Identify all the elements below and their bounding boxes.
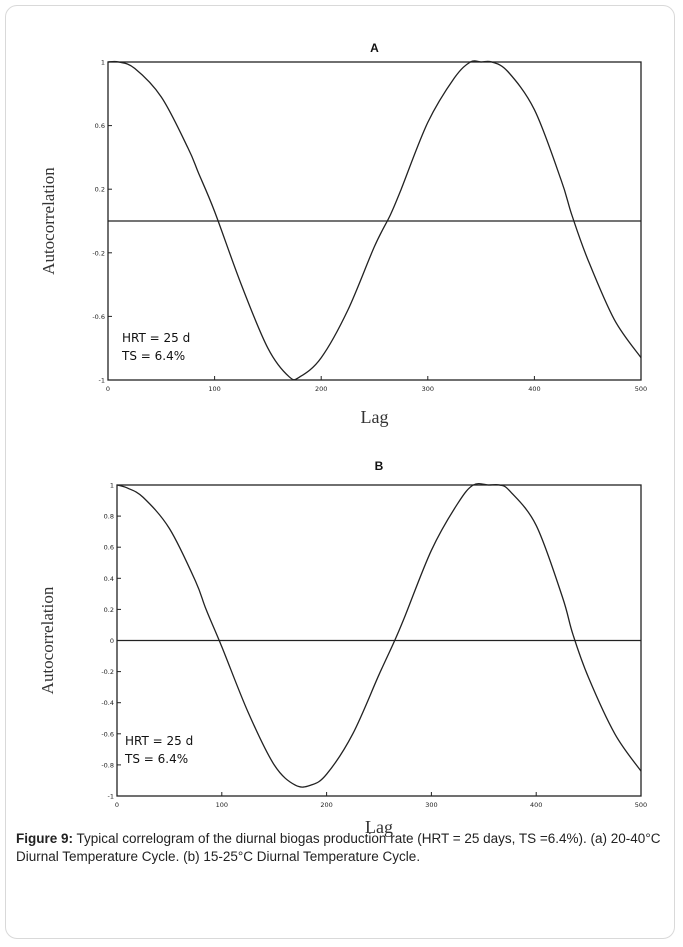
- annotation-text: TS = 6.4%: [124, 752, 188, 766]
- y-tick-label: 1: [110, 482, 114, 490]
- panel-label: A: [370, 41, 379, 55]
- y-tick-label: 0: [110, 637, 114, 645]
- x-tick-label: 100: [216, 801, 228, 809]
- x-tick-label: 0: [115, 801, 119, 809]
- y-tick-label: 0.4: [104, 575, 114, 583]
- y-tick-label: -0.8: [101, 761, 114, 769]
- y-tick-label: -1: [99, 377, 105, 385]
- panel-label: B: [375, 459, 384, 473]
- x-tick-label: 200: [315, 385, 327, 393]
- y-tick-label: -0.6: [92, 313, 105, 321]
- x-axis-label: Lag: [365, 817, 393, 837]
- y-tick-label: 0.2: [95, 186, 105, 194]
- y-axis-label: Autocorrelation: [39, 167, 58, 275]
- y-tick-label: -0.6: [101, 730, 114, 738]
- y-tick-label: -0.4: [101, 699, 114, 707]
- x-tick-label: 300: [425, 801, 437, 809]
- caption-text: Typical correlogram of the diurnal bioga…: [16, 831, 661, 864]
- figure-caption: Figure 9: Typical correlogram of the diu…: [16, 830, 666, 866]
- y-tick-label: 0.6: [95, 122, 105, 130]
- y-tick-label: -0.2: [92, 249, 105, 257]
- y-tick-label: 1: [101, 59, 105, 67]
- chart-panel-b: B10.80.60.40.20-0.2-0.4-0.6-0.8-10 100 200…: [38, 459, 647, 837]
- x-tick-label: 400: [528, 385, 540, 393]
- autocorrelation-series-line: [116, 482, 642, 788]
- annotation-text: TS = 6.4%: [121, 349, 185, 363]
- caption-label: Figure 9:: [16, 831, 74, 846]
- x-axis-label: Lag: [361, 407, 389, 427]
- y-axis-label: Autocorrelation: [38, 586, 57, 694]
- y-tick-label: -0.2: [101, 668, 114, 676]
- x-tick-label: 100: [208, 385, 220, 393]
- x-tick-label: 400: [530, 801, 542, 809]
- y-tick-label: 0.8: [104, 513, 114, 521]
- annotation-text: HRT = 25 d: [125, 734, 193, 748]
- x-tick-label: 0: [106, 385, 110, 393]
- y-tick-label: -1: [108, 793, 114, 801]
- y-tick-label: 0.2: [104, 606, 114, 614]
- x-tick-label: 500: [635, 801, 647, 809]
- annotation-text: HRT = 25 d: [122, 331, 190, 345]
- chart-panel-a: A 1 0.6 0.2 -0.2 -0.6 -10 100 200 300 400 500 Autoco…: [39, 41, 647, 427]
- autocorrelation-series-line: [107, 60, 642, 381]
- x-tick-label: 300: [422, 385, 434, 393]
- y-tick-label: 0.6: [104, 544, 114, 552]
- x-tick-label: 500: [635, 385, 647, 393]
- x-tick-label: 200: [320, 801, 332, 809]
